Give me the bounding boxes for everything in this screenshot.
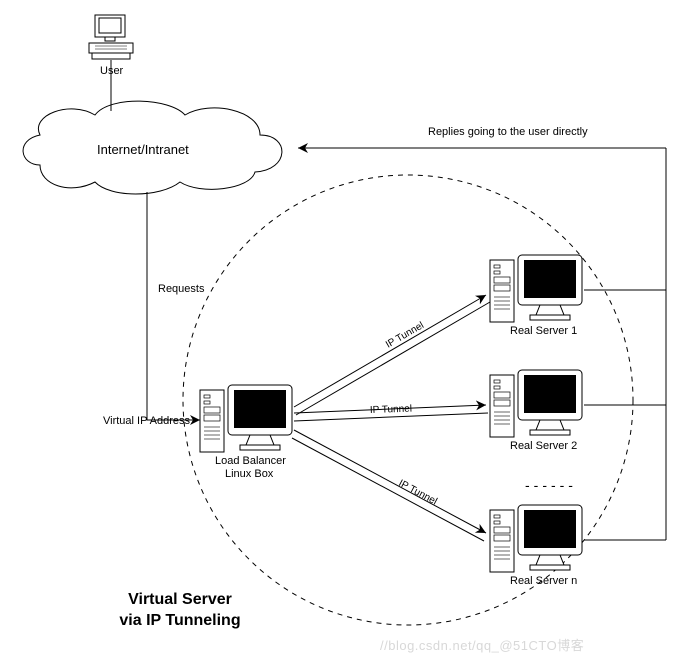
real-server-1-icon — [490, 255, 582, 322]
diagram-canvas: ------ IP Tunnel IP Tunnel IP Tunnel — [0, 0, 691, 659]
requests-label: Requests — [158, 283, 204, 295]
tunnel-label-2: IP Tunnel — [370, 404, 412, 416]
watermark-text: //blog.csdn.net/qq_@51CTO博客 — [380, 635, 584, 654]
lb-label-1: Load Balancer — [215, 455, 286, 467]
diagram-title-text: Virtual Servervia IP Tunneling — [119, 591, 240, 629]
real-server-2-icon — [490, 370, 582, 437]
tunnel-lb-rs1: IP Tunnel — [294, 295, 490, 415]
ellipsis: ------ — [525, 477, 577, 493]
tunnel-label-1: IP Tunnel — [384, 320, 426, 351]
load-balancer-icon — [200, 385, 292, 452]
rsn-label: Real Server n — [510, 575, 577, 587]
rs2-label: Real Server 2 — [510, 440, 577, 452]
cloud-label: Internet/Intranet — [97, 142, 189, 157]
reply-label: Replies going to the user directly — [428, 126, 588, 138]
tunnel-label-n: IP Tunnel — [397, 478, 439, 507]
user-label: User — [100, 65, 123, 77]
reply-path — [298, 148, 666, 540]
vip-label: Virtual IP Address — [103, 415, 190, 427]
tunnel-lb-rs2: IP Tunnel — [294, 404, 488, 421]
lb-label-2: Linux Box — [225, 468, 273, 480]
real-server-n-icon — [490, 505, 582, 572]
user-pc-icon — [89, 15, 133, 59]
diagram-title: Virtual Servervia IP Tunneling — [90, 590, 270, 632]
edge-requests — [147, 192, 200, 420]
tunnel-lb-rsn: IP Tunnel — [292, 430, 486, 541]
rs1-label: Real Server 1 — [510, 325, 577, 337]
